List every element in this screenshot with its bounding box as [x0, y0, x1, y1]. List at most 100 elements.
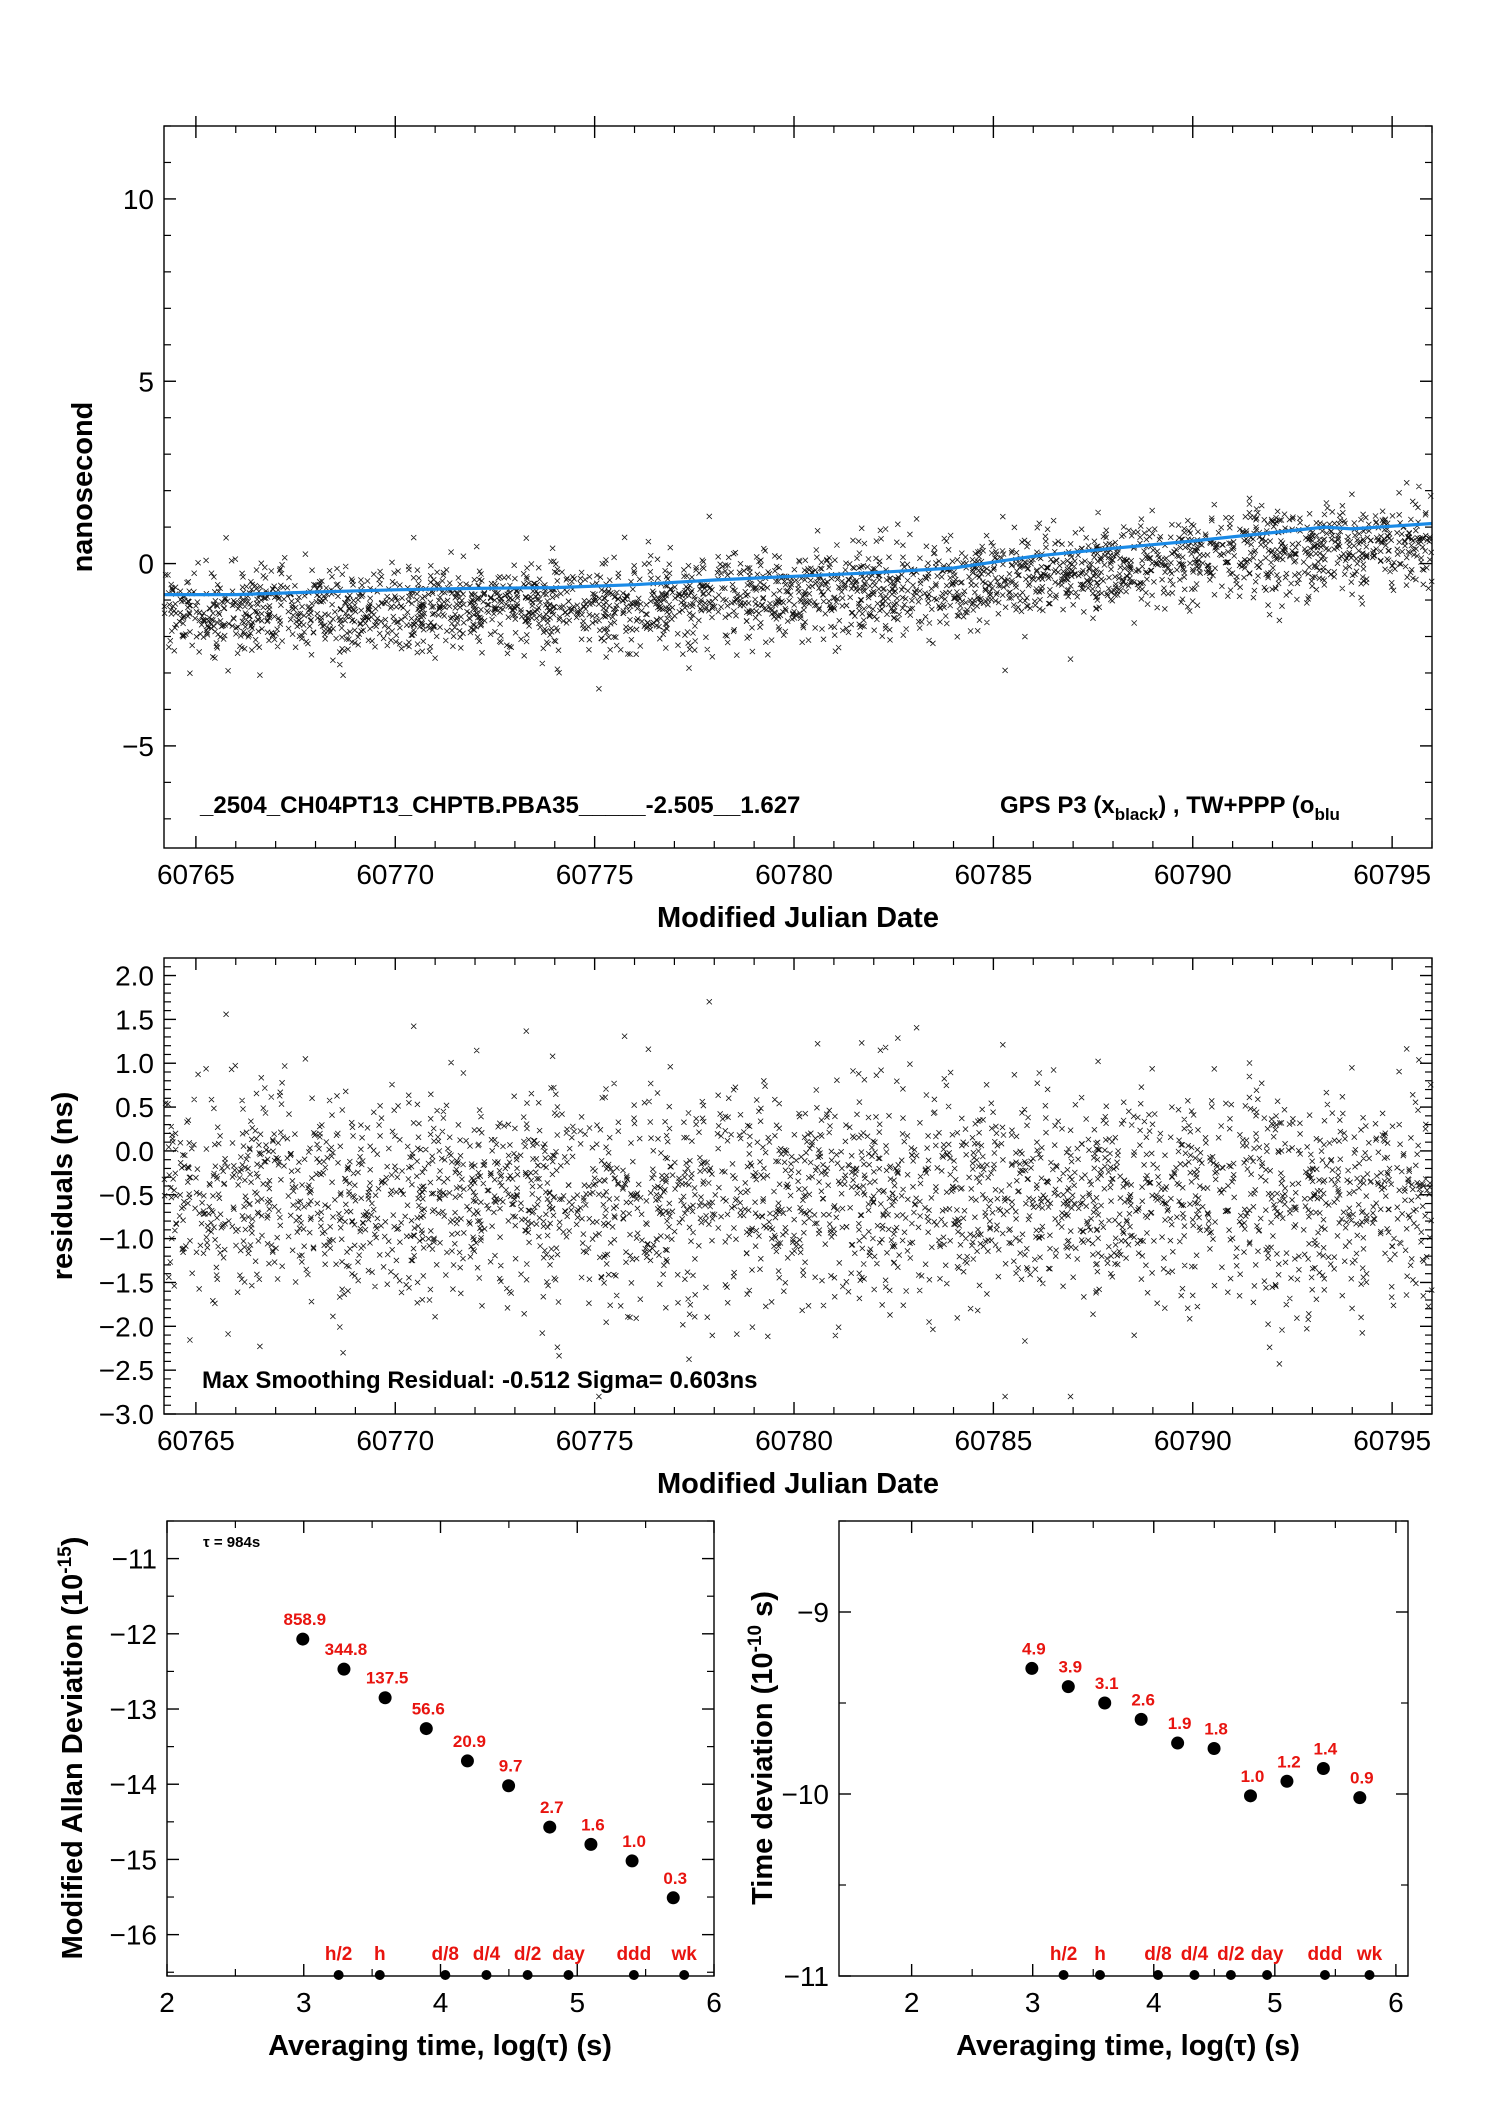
mdev-point [296, 1632, 310, 1646]
tdev-ticks: 2 3 4 5 6 −9 −10 −11 [782, 1520, 1408, 2018]
mdev-xtick-label: 5 [569, 1987, 585, 2018]
top-ticks: 60765 60770 60775 60780 60785 60790 60795 −5 0 5 1… [122, 116, 1433, 890]
mdev-ylabel: Modified Allan Deviation (10-15) [55, 1537, 89, 1960]
mdev-bottom-mark [440, 1970, 451, 1980]
tdev-bottom-mark-label: d/2 [1217, 1944, 1244, 1965]
mdev-point-label: 9.7 [499, 1757, 523, 1776]
tdev-ytick-label: −10 [782, 1779, 830, 1810]
top-legend-b: ) , TW+PPP (o [1158, 792, 1314, 819]
mdev-ytick-label: −16 [110, 1920, 158, 1951]
tdev-bottom-mark-label: ddd [1308, 1944, 1343, 1965]
tdev-bottom-mark-label: wk [1356, 1944, 1383, 1965]
top-xlabel: Modified Julian Date [657, 902, 939, 934]
tdev-ytick-label: −9 [797, 1597, 829, 1628]
mdev-ytick-label: −14 [110, 1769, 158, 1800]
mdev-bottom-mark [481, 1970, 492, 1980]
tdev-point-label: 1.4 [1314, 1740, 1338, 1759]
mdev-bottom-mark-label: d/2 [514, 1944, 541, 1965]
top-scatter [161, 479, 1435, 692]
mdev-bottom-mark [374, 1970, 385, 1980]
tdev-point [1316, 1762, 1330, 1776]
tdev-bottom-mark [1364, 1970, 1375, 1980]
top-legend-sub2: blu [1314, 805, 1340, 824]
mid-scatter-series-residuals [161, 998, 1435, 1400]
tdev-bottom-mark [1319, 1970, 1330, 1980]
mdev-bottom-mark [563, 1970, 574, 1980]
mid-ytick-label: 1.0 [115, 1048, 154, 1079]
tdev-point [1353, 1791, 1367, 1805]
top-xtick-label: 60775 [556, 859, 634, 890]
tdev-bottom-mark [1153, 1970, 1164, 1980]
tdev-point [1280, 1774, 1294, 1788]
tdev-bottom-mark-label: day [1251, 1944, 1284, 1965]
top-xtick-label: 60785 [954, 859, 1032, 890]
top-ytick-label: 10 [123, 184, 154, 215]
top-frame [163, 125, 1433, 849]
mid-ytick-label: 2.0 [115, 961, 154, 992]
top-ytick-label: 0 [138, 549, 154, 580]
top-xtick-label: 60765 [157, 859, 235, 890]
tdev-bottom-mark-label: h/2 [1050, 1944, 1077, 1965]
tdev-point [1243, 1789, 1257, 1803]
top-ytick-label: 5 [138, 366, 154, 397]
mid-xtick-label: 60770 [356, 1425, 434, 1456]
mid-scatter [161, 998, 1435, 1400]
tdev-points: 4.9 3.9 3.1 2.6 1.9 1.8 1.0 1.2 1.4 0.9 h/2 h d/8 d/4… [1022, 1639, 1383, 1980]
mid-ytick-label: −1.0 [99, 1224, 154, 1255]
mdev-bottom-mark [679, 1970, 690, 1980]
top-ytick-label: −5 [122, 731, 154, 762]
tdev-point-label: 1.0 [1241, 1767, 1265, 1786]
mid-ytick-label: −3.0 [99, 1399, 154, 1430]
mdev-ytick-label: −11 [112, 1544, 157, 1575]
mdev-point-label: 1.0 [622, 1832, 646, 1851]
mdev-bottom-mark [522, 1970, 533, 1980]
top-annotation: _2504_CH04PT13_CHPTB.PBA35_____-2.505__1… [199, 792, 800, 819]
mdev-point [543, 1820, 557, 1834]
tdev-panel: 2 3 4 5 6 −9 −10 −11 4.9 3.9 3.1 2.6 1.9 1.8 1.0 1.2 1.… [745, 1520, 1409, 2062]
mdev-bottom-mark-label: ddd [616, 1944, 651, 1965]
top-xtick-label: 60795 [1353, 859, 1431, 890]
tdev-point-label: 4.9 [1022, 1639, 1046, 1658]
top-scatter-series-gps-p3 [161, 479, 1435, 692]
top-legend-a: GPS P3 (x [1000, 792, 1115, 819]
mid-xtick-label: 60795 [1353, 1425, 1431, 1456]
mdev-xtick-label: 2 [159, 1987, 175, 2018]
mdev-point [666, 1891, 680, 1905]
mdev-bottom-mark [628, 1970, 639, 1980]
mdev-point [584, 1837, 598, 1851]
tdev-ylabel: Time deviation (10-10 s) [745, 1591, 779, 1905]
top-trend-line [164, 521, 1433, 597]
mdev-point [337, 1662, 351, 1676]
tdev-bottom-mark-label: d/8 [1144, 1944, 1171, 1965]
tdev-xlabel: Averaging time, log(τ) (s) [956, 2030, 1300, 2062]
mdev-point-label: 20.9 [453, 1732, 486, 1751]
mdev-annotation: τ = 984s [203, 1534, 260, 1551]
mdev-bottom-mark-label: h/2 [325, 1944, 352, 1965]
mdev-bottom-mark-label: h [374, 1944, 386, 1965]
top-legend: GPS P3 (xblack) , TW+PPP (oblu [1000, 792, 1340, 824]
mid-ytick-label: 0.5 [115, 1092, 154, 1123]
mdev-point-label: 344.8 [325, 1640, 368, 1659]
mdev-point-label: 0.3 [663, 1869, 687, 1888]
tdev-frame [838, 1520, 1409, 1977]
tdev-point-label: 0.9 [1350, 1769, 1374, 1788]
mdev-point-label: 2.7 [540, 1798, 564, 1817]
mdev-point [378, 1691, 392, 1705]
tdev-xtick-label: 3 [1025, 1987, 1041, 2018]
mdev-xlabel: Averaging time, log(τ) (s) [268, 2030, 612, 2062]
mid-xlabel: Modified Julian Date [657, 1468, 939, 1500]
mid-ytick-label: −2.0 [99, 1311, 154, 1342]
top-xtick-label: 60790 [1154, 859, 1232, 890]
mdev-points: 858.9 344.8 137.556.6 20.9 9.7 2.7 1.6 1.0 0.3 h/… [284, 1610, 697, 1980]
mdev-point [460, 1754, 474, 1768]
tdev-point [1134, 1712, 1148, 1726]
mdev-xtick-label: 4 [433, 1987, 449, 2018]
top-legend-sub1: black [1115, 805, 1159, 824]
top-ylabel: nanosecond [67, 402, 99, 573]
mdev-ylabel-a: Modified Allan Deviation (10 [57, 1574, 89, 1960]
mdev-panel: 2 3 4 5 6 −11 −12 −13 −14 −15 −16 858.9 344.8 137.55… [55, 1520, 722, 2062]
tdev-bottom-mark-label: d/4 [1181, 1944, 1209, 1965]
mdev-point-label: 137.5 [366, 1669, 409, 1688]
tdev-xtick-label: 2 [904, 1987, 920, 2018]
